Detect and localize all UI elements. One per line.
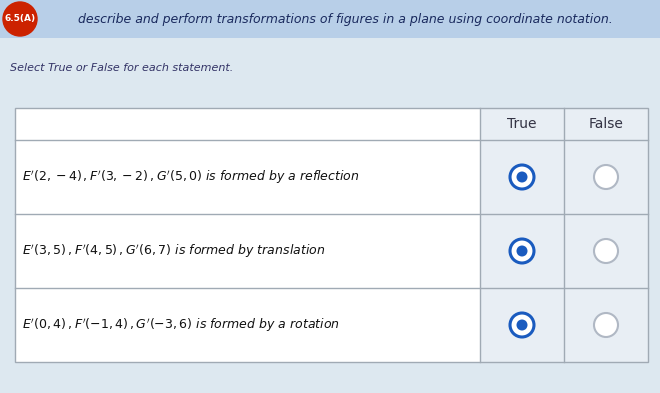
Text: 6.5(A): 6.5(A): [5, 15, 36, 24]
Text: $E^{\prime}(2,-4)\,,F^{\prime}(3,-2)\,,G^{\prime}(5,0)$ is formed by a reflectio: $E^{\prime}(2,-4)\,,F^{\prime}(3,-2)\,,G…: [22, 168, 360, 186]
Text: True: True: [508, 117, 537, 131]
Bar: [15, 108, 648, 362]
Circle shape: [517, 171, 527, 182]
Circle shape: [594, 239, 618, 263]
Circle shape: [3, 2, 37, 36]
Bar: [15, 108, 648, 362]
Circle shape: [594, 165, 618, 189]
Circle shape: [517, 320, 527, 331]
Bar: [0, 0, 660, 38]
Text: False: False: [589, 117, 624, 131]
Text: Select True or False for each statement.: Select True or False for each statement.: [10, 63, 233, 73]
Circle shape: [512, 314, 533, 336]
Circle shape: [594, 313, 618, 337]
Text: $E^{\prime}(3,5)\,,F^{\prime}(4,5)\,,G^{\prime}(6,7)$ is formed by translation: $E^{\prime}(3,5)\,,F^{\prime}(4,5)\,,G^{…: [22, 242, 325, 260]
Text: $E^{\prime}(0,4)\,,F^{\prime}(-1,4)\,,G^{\prime}(-3,6)$ is formed by a rotation: $E^{\prime}(0,4)\,,F^{\prime}(-1,4)\,,G^…: [22, 316, 340, 334]
Circle shape: [512, 241, 533, 261]
Circle shape: [512, 167, 533, 187]
Circle shape: [517, 246, 527, 257]
Text: describe and perform transformations of figures in a plane using coordinate nota: describe and perform transformations of …: [78, 13, 612, 26]
Bar: [480, 108, 648, 362]
